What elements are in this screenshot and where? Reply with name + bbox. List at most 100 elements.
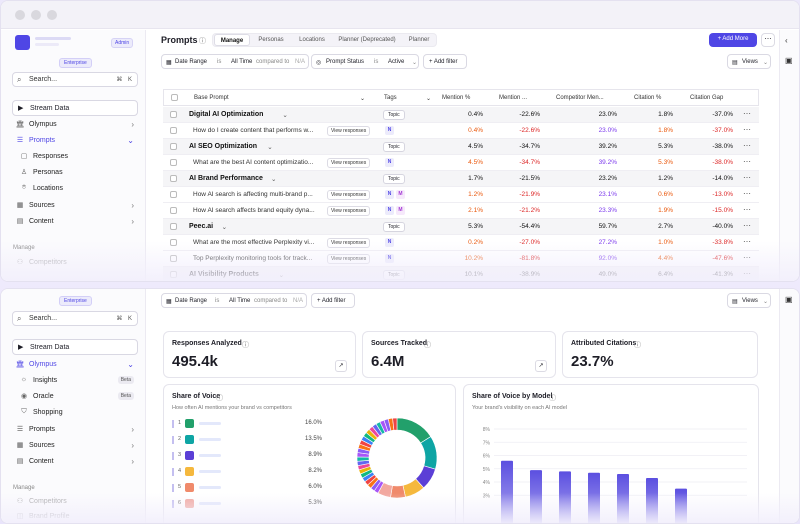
model-bar[interactable] xyxy=(646,478,658,524)
legend-checkbox[interactable] xyxy=(172,452,174,460)
view-responses-button[interactable]: View responses xyxy=(327,158,371,168)
sidebar-item-prompts[interactable]: ☰ Prompts ⌄ xyxy=(15,135,137,148)
chevron-down-icon[interactable]: ⌄ xyxy=(271,176,277,183)
window-maximize-dot[interactable] xyxy=(47,10,57,20)
table-row[interactable]: How AI search is affecting multi-brand p… xyxy=(163,187,759,203)
row-checkbox[interactable] xyxy=(170,191,177,198)
donut-slice[interactable] xyxy=(420,436,438,470)
chevron-down-icon[interactable]: ⌄ xyxy=(221,224,228,231)
column-header-citation-gap[interactable]: Citation Gap xyxy=(690,95,724,101)
table-group-row[interactable]: AI Brand Performance ⌄ Topic 1.7% -21.5% 23.2… xyxy=(163,171,759,187)
sidebar-item-prompts[interactable]: ☰ Prompts › xyxy=(15,424,137,437)
legend-checkbox[interactable] xyxy=(172,468,174,476)
legend-row[interactable]: 4 8.2% xyxy=(172,466,322,478)
sidebar-item-personas[interactable]: ♙ Personas xyxy=(19,167,137,180)
row-menu-icon[interactable]: ⋯ xyxy=(743,157,751,166)
row-menu-icon[interactable]: ⋯ xyxy=(743,109,751,118)
sidebar-item-olympus[interactable]: 🏛 Olympus › xyxy=(15,119,137,132)
table-row[interactable]: What are the best AI content optimizatio… xyxy=(163,155,759,171)
row-checkbox[interactable] xyxy=(170,223,177,230)
row-checkbox[interactable] xyxy=(170,239,177,246)
donut-slice-other[interactable] xyxy=(356,456,370,462)
window-close-dot[interactable] xyxy=(15,10,25,20)
tab-planner-deprecated[interactable]: Planner (Deprecated) xyxy=(338,37,396,43)
tab-personas[interactable]: Personas xyxy=(258,37,284,43)
sidebar-item-sources[interactable]: ▦ Sources › xyxy=(15,200,137,213)
model-bar[interactable] xyxy=(617,474,629,524)
sidebar-item-oracle[interactable]: ◉ Oracle Beta xyxy=(19,391,137,404)
views-button[interactable]: ▤ Views ⌄ xyxy=(727,54,771,69)
view-responses-button[interactable]: View responses xyxy=(327,206,371,216)
table-group-row[interactable]: Digital AI Optimization ⌄ Topic 0.4% -22.6% 2… xyxy=(163,107,759,123)
sidebar-item-brand-profile[interactable]: ◫ Brand Profile xyxy=(15,511,137,523)
add-filter-button[interactable]: + Add filter xyxy=(423,54,467,69)
search-input[interactable]: ⌕ Search... ⌘ K xyxy=(12,72,138,87)
side-panel-icon[interactable]: ▣ xyxy=(785,56,793,65)
info-icon[interactable]: ⓘ xyxy=(242,342,249,349)
legend-row[interactable]: 6 5.3% xyxy=(172,498,322,510)
sidebar-item-content[interactable]: ▤ Content › xyxy=(15,216,137,229)
row-checkbox[interactable] xyxy=(170,207,177,214)
model-bar[interactable] xyxy=(588,472,600,524)
sidebar-item-shopping[interactable]: ⛉ Shopping xyxy=(19,407,137,420)
window-minimize-dot[interactable] xyxy=(31,10,41,20)
sidebar-item-olympus[interactable]: 🏛 Olympus ⌄ xyxy=(15,359,137,372)
row-menu-icon[interactable]: ⋯ xyxy=(743,253,751,262)
column-header-base-prompt[interactable]: Base Prompt xyxy=(194,95,229,101)
donut-slice[interactable] xyxy=(390,485,406,499)
add-filter-button[interactable]: + Add filter xyxy=(311,293,355,308)
tag-pill[interactable]: Topic xyxy=(383,222,405,232)
sidebar-item-competitors[interactable]: ⚇ Competitors xyxy=(15,257,137,270)
legend-checkbox[interactable] xyxy=(172,420,174,428)
info-icon[interactable]: ⓘ xyxy=(634,342,641,349)
model-bar[interactable] xyxy=(559,471,571,524)
column-header-mention[interactable]: Mention % xyxy=(442,95,471,101)
sidebar-item-locations[interactable]: ⌾ Locations xyxy=(19,183,137,196)
tag-pill[interactable]: Topic xyxy=(383,110,405,120)
row-checkbox[interactable] xyxy=(170,271,177,278)
stream-data-button[interactable]: ▶ Stream Data xyxy=(12,100,138,116)
row-checkbox[interactable] xyxy=(170,127,177,134)
side-panel-icon[interactable]: ▣ xyxy=(785,295,793,304)
column-header-tags[interactable]: Tags xyxy=(384,95,397,101)
column-header-mention-change[interactable]: Mention ... xyxy=(499,95,528,101)
row-checkbox[interactable] xyxy=(170,175,177,182)
search-input[interactable]: ⌕ Search... ⌘ K xyxy=(12,311,138,326)
date-range-filter[interactable]: ▦ Date Range is All Time compared to N/A xyxy=(161,293,307,308)
stream-data-button[interactable]: ▶ Stream Data xyxy=(12,339,138,355)
table-row[interactable]: Top Perplexity monitoring tools for trac… xyxy=(163,251,759,267)
table-group-row[interactable]: Peec.ai ⌄ Topic 5.3% -54.4% 59.7% 2.7% -40.0% ⋯ xyxy=(163,219,759,235)
sidebar-item-content[interactable]: ▤ Content › xyxy=(15,456,137,469)
row-checkbox[interactable] xyxy=(170,255,177,262)
tag-pill[interactable]: Topic xyxy=(383,142,405,152)
sidebar-item-sources[interactable]: ▦ Sources › xyxy=(15,440,137,453)
legend-row[interactable]: 2 13.5% xyxy=(172,434,322,446)
row-menu-icon[interactable]: ⋯ xyxy=(743,189,751,198)
add-more-button[interactable]: + Add More xyxy=(709,33,757,47)
donut-slice[interactable] xyxy=(396,417,432,444)
collapse-chevron-icon[interactable]: ‹ xyxy=(785,36,788,45)
table-group-row[interactable]: AI Visibility Products ⌄ Topic 10.1% -38.9% 4… xyxy=(163,267,759,281)
model-bar[interactable] xyxy=(675,488,687,524)
arrow-up-right-icon[interactable]: ↗ xyxy=(535,360,547,372)
model-bar[interactable] xyxy=(530,470,542,524)
row-menu-icon[interactable]: ⋯ xyxy=(743,221,751,230)
table-row[interactable]: What are the most effective Perplexity v… xyxy=(163,235,759,251)
column-header-citation[interactable]: Citation % xyxy=(634,95,662,101)
chevron-down-icon[interactable]: ⌄ xyxy=(267,144,273,151)
legend-checkbox[interactable] xyxy=(172,484,174,492)
table-group-row[interactable]: AI SEO Optimization ⌄ Topic 4.5% -34.7% 39.2%… xyxy=(163,139,759,155)
model-bar[interactable] xyxy=(501,460,513,524)
donut-slice-other[interactable] xyxy=(392,417,398,431)
info-icon[interactable]: ⓘ xyxy=(549,395,556,402)
view-responses-button[interactable]: View responses xyxy=(327,238,371,248)
select-all-checkbox[interactable] xyxy=(171,94,178,101)
chevron-down-icon[interactable]: ⌄ xyxy=(282,112,288,119)
sidebar-item-insights[interactable]: ☼ Insights Beta xyxy=(19,375,137,388)
legend-checkbox[interactable] xyxy=(172,436,174,444)
row-menu-icon[interactable]: ⋯ xyxy=(743,125,751,134)
info-icon[interactable]: ⓘ xyxy=(199,38,206,45)
chevron-down-icon[interactable]: ⌄ xyxy=(278,272,285,279)
more-options-button[interactable]: ⋯ xyxy=(761,33,775,47)
info-icon[interactable]: ⓘ xyxy=(424,342,431,349)
